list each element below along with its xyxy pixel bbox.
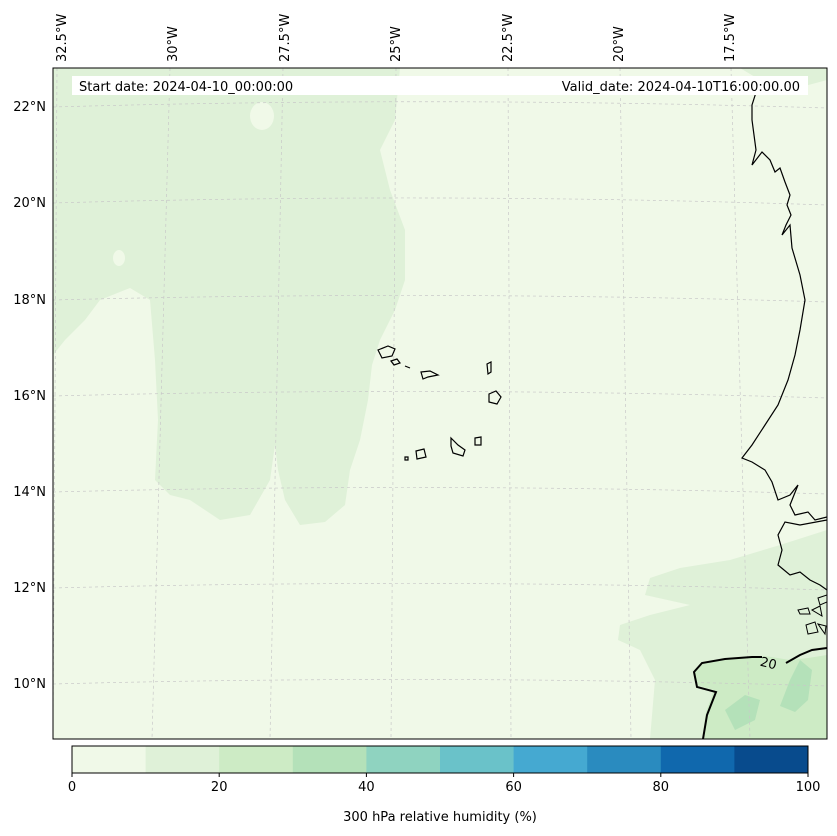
lon-label: 32.5°W	[55, 14, 70, 62]
latitude-labels: 22°N 20°N 18°N 16°N 14°N 12°N 10°N	[13, 100, 46, 692]
lat-label: 18°N	[13, 293, 46, 308]
colorbar-segment	[440, 746, 515, 773]
lat-label: 22°N	[13, 100, 46, 115]
lon-label: 22.5°W	[501, 14, 516, 62]
start-date-label: Start date: 2024-04-10_00:00:00	[79, 80, 293, 95]
lon-label: 25°W	[389, 26, 404, 62]
africa-coastline-south	[777, 519, 827, 591]
colorbar-tick-label: 60	[505, 780, 522, 795]
lat-label: 12°N	[13, 581, 46, 596]
colorbar-label: 300 hPa relative humidity (%)	[343, 810, 537, 825]
humidity-region-30-40	[725, 695, 760, 730]
lon-label: 20°W	[612, 26, 627, 62]
graticule	[53, 68, 827, 739]
map-panel: 20	[53, 68, 827, 739]
coastal-islands	[797, 594, 827, 636]
colorbar-tick-label: 0	[68, 780, 76, 795]
lon-label: 27.5°W	[278, 14, 293, 62]
lat-label: 20°N	[13, 196, 46, 211]
humidity-region-30-40	[780, 660, 812, 712]
humidity-hole	[113, 250, 125, 266]
lon-label: 30°W	[166, 26, 181, 62]
colorbar-tick-label: 80	[653, 780, 670, 795]
lat-label: 14°N	[13, 485, 46, 500]
colorbar-segment	[72, 746, 147, 773]
colorbar-segment	[366, 746, 441, 773]
contour-label: 20	[758, 655, 778, 674]
colorbar-tick-label: 40	[358, 780, 375, 795]
colorbar-segment	[587, 746, 662, 773]
lon-label: 17.5°W	[723, 14, 738, 62]
cape-verde-islands	[377, 345, 502, 461]
colorbar-segment	[734, 746, 809, 773]
colorbar-segment	[292, 746, 367, 773]
colorbar-tick-label: 20	[211, 780, 228, 795]
colorbar-segment	[513, 746, 588, 773]
longitude-labels: 32.5°W 30°W 27.5°W 25°W 22.5°W 20°W 17.5…	[55, 14, 738, 62]
africa-coastline	[741, 79, 827, 521]
colorbar: 0 20 40 60 80 100	[68, 745, 821, 795]
valid-date-label: Valid_date: 2024-04-10T16:00:00.00	[562, 80, 800, 95]
humidity-hole	[250, 102, 274, 130]
map-frame	[52, 67, 828, 740]
header-box	[72, 76, 808, 95]
colorbar-frame	[71, 745, 809, 774]
colorbar-segment	[219, 746, 294, 773]
lat-label: 10°N	[13, 677, 46, 692]
colorbar-segment	[660, 746, 735, 773]
colorbar-tick-label: 100	[796, 780, 821, 795]
humidity-contour-20	[692, 647, 827, 739]
colorbar-segment	[145, 746, 220, 773]
lat-label: 16°N	[13, 389, 46, 404]
